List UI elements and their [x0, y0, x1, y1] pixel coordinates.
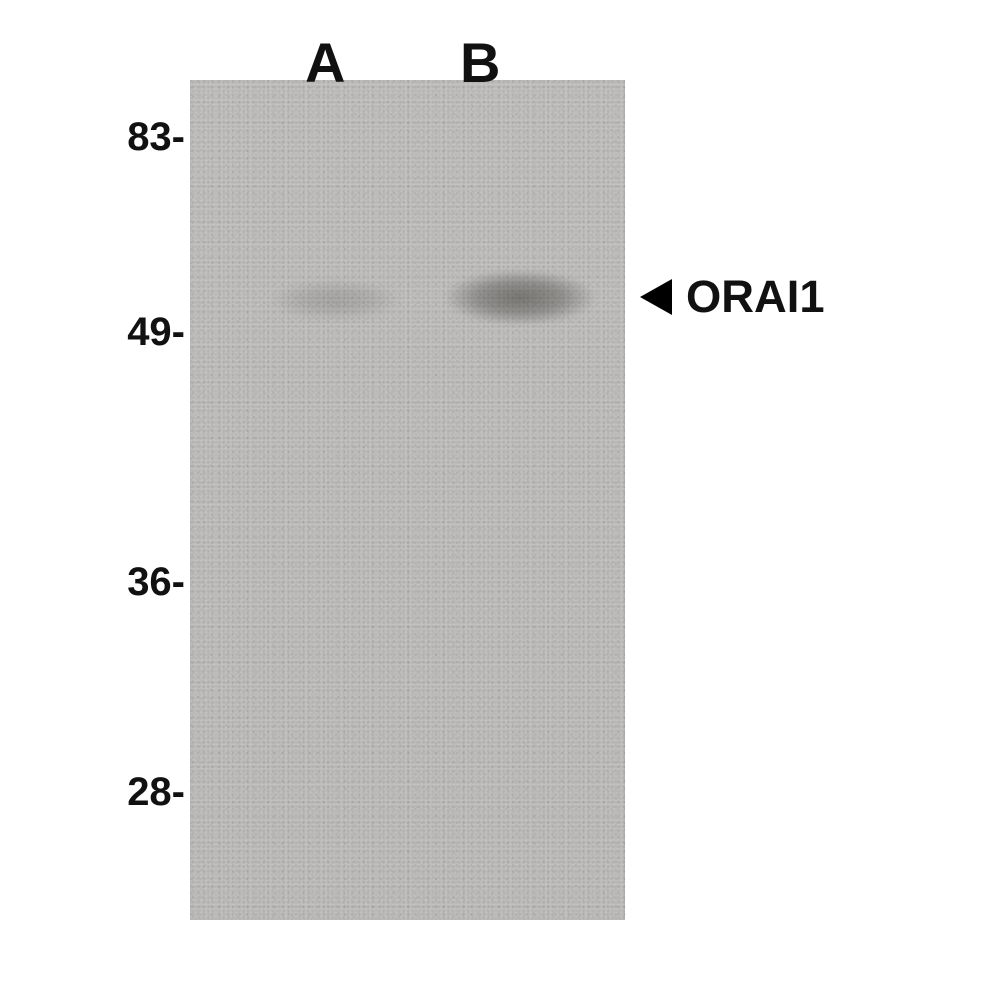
lane-label-b: B	[460, 30, 500, 95]
western-blot-membrane	[190, 80, 625, 920]
mw-marker-28: 28-	[127, 770, 185, 815]
protein-label: ORAI1	[686, 271, 825, 323]
band-faint-lane-a	[270, 280, 400, 320]
band-annotation: ORAI1	[640, 271, 825, 323]
lane-label-a: A	[305, 30, 345, 95]
arrow-left-icon	[640, 277, 680, 317]
band-orai1-lane-b	[445, 270, 595, 325]
mw-marker-36: 36-	[127, 560, 185, 605]
figure-canvas: A B 83- 49- 36- 28- ORAI1	[0, 0, 1000, 1000]
mw-marker-49: 49-	[127, 310, 185, 355]
mw-marker-83: 83-	[127, 115, 185, 160]
